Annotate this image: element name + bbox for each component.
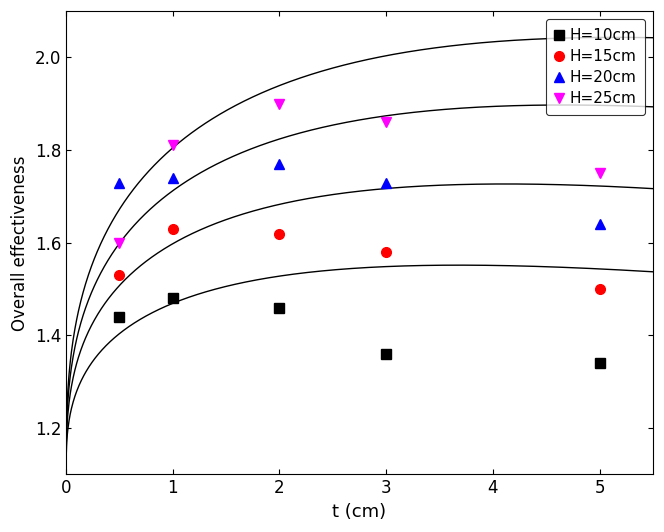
Line: H=15cm: H=15cm bbox=[114, 224, 604, 294]
H=10cm bbox=[276, 304, 284, 311]
H=15cm bbox=[169, 226, 177, 232]
Line: H=10cm: H=10cm bbox=[114, 294, 604, 368]
H=20cm bbox=[169, 174, 177, 181]
H=15cm bbox=[116, 272, 124, 278]
Line: H=20cm: H=20cm bbox=[114, 159, 604, 229]
H=25cm bbox=[276, 101, 284, 107]
Y-axis label: Overall effectiveness: Overall effectiveness bbox=[11, 155, 29, 330]
H=10cm bbox=[116, 314, 124, 320]
H=10cm bbox=[169, 295, 177, 302]
H=25cm bbox=[169, 142, 177, 148]
H=20cm bbox=[382, 179, 390, 186]
Line: H=25cm: H=25cm bbox=[114, 99, 604, 248]
H=25cm bbox=[116, 239, 124, 246]
H=25cm bbox=[596, 170, 604, 177]
H=10cm bbox=[382, 351, 390, 357]
H=15cm bbox=[382, 249, 390, 255]
H=15cm bbox=[276, 230, 284, 237]
H=25cm bbox=[382, 119, 390, 126]
H=15cm bbox=[596, 286, 604, 292]
Legend: H=10cm, H=15cm, H=20cm, H=25cm: H=10cm, H=15cm, H=20cm, H=25cm bbox=[546, 19, 645, 115]
H=10cm bbox=[596, 360, 604, 367]
H=20cm bbox=[596, 221, 604, 228]
H=20cm bbox=[276, 161, 284, 167]
X-axis label: t (cm): t (cm) bbox=[333, 503, 386, 521]
H=20cm bbox=[116, 179, 124, 186]
